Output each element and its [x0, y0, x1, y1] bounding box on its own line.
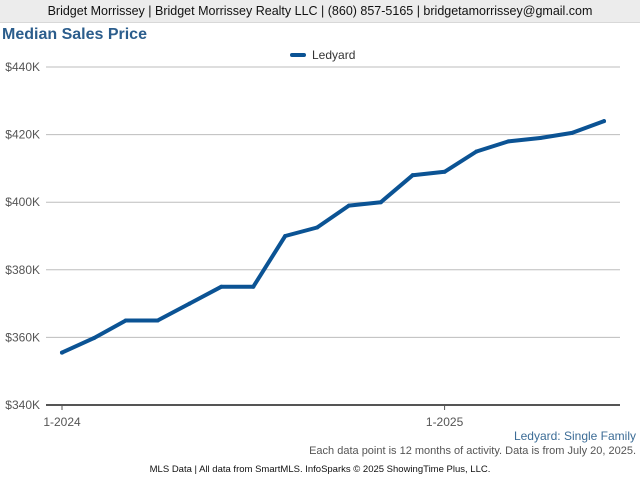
footer-credits: MLS Data | All data from SmartMLS. InfoS… — [149, 464, 491, 475]
data-point[interactable] — [602, 119, 606, 124]
x-axis-tick-labels: 1-2024 1-2025 — [43, 405, 464, 429]
data-point[interactable] — [187, 301, 192, 306]
data-point[interactable] — [315, 225, 320, 230]
data-point[interactable] — [251, 284, 256, 289]
data-point[interactable] — [506, 139, 511, 144]
y-axis-tick-labels: $340K $360K $380K $400K $420K $440K — [5, 60, 40, 412]
data-point[interactable] — [123, 318, 128, 323]
legend[interactable]: Ledyard — [290, 47, 355, 63]
y-tick-label: $340K — [5, 398, 40, 412]
x-tick-label: 1-2025 — [426, 415, 464, 429]
data-point[interactable] — [410, 173, 415, 178]
data-note: Each data point is 12 months of activity… — [309, 445, 636, 457]
data-point[interactable] — [570, 130, 575, 135]
y-tick-label: $400K — [5, 195, 40, 209]
legend-swatch-ledyard — [290, 53, 306, 57]
x-tick-label: 1-2024 — [43, 415, 81, 429]
header-bar: Bridget Morrissey | Bridget Morrissey Re… — [0, 0, 640, 23]
y-tick-label: $360K — [5, 330, 40, 344]
series-line-ledyard[interactable] — [60, 119, 606, 355]
y-tick-label: $380K — [5, 263, 40, 277]
y-tick-label: $440K — [5, 60, 40, 74]
agent-contact-info: Bridget Morrissey | Bridget Morrissey Re… — [47, 4, 593, 18]
chart-title: Median Sales Price — [2, 26, 147, 43]
legend-label-ledyard: Ledyard — [312, 48, 356, 62]
data-point[interactable] — [442, 169, 447, 174]
data-point[interactable] — [91, 336, 96, 341]
data-point[interactable] — [60, 350, 64, 355]
data-point[interactable] — [219, 284, 224, 289]
data-point[interactable] — [346, 203, 351, 208]
data-point[interactable] — [283, 234, 288, 238]
data-point[interactable] — [538, 135, 543, 140]
data-point[interactable] — [378, 200, 383, 205]
chart-subtitle: Ledyard: Single Family — [513, 429, 636, 443]
series-layer — [60, 119, 606, 355]
data-point[interactable] — [474, 149, 479, 154]
grid-lines — [46, 66, 620, 338]
y-tick-label: $420K — [5, 128, 40, 142]
data-point[interactable] — [155, 318, 160, 323]
